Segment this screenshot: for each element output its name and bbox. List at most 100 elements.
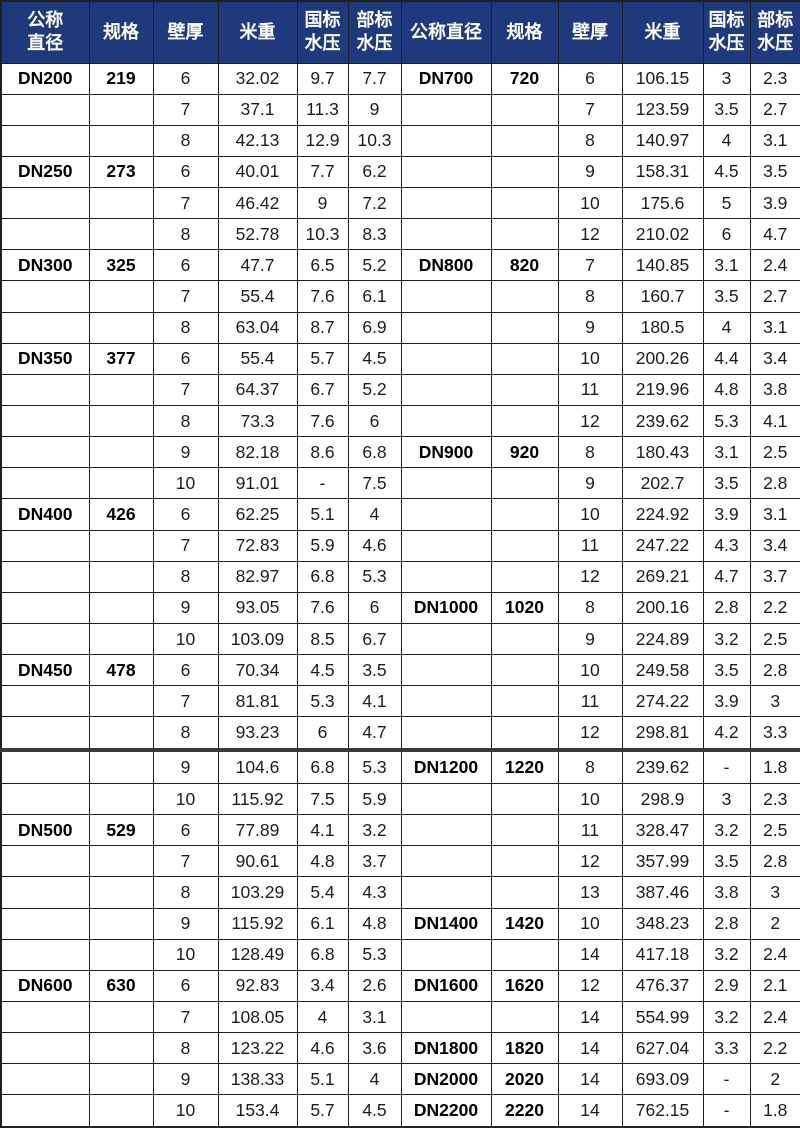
meter-weight-cell: 37.1 [217,93,298,126]
wall-thickness-cell: 14 [557,938,623,971]
spec-cell [490,529,559,562]
meter-weight-cell: 70.34 [217,654,298,687]
table-header: 公称 直径 规格 壁厚 米重 国标 水压 部标 水压 公称直径 规格 壁厚 米重… [0,0,800,64]
wall-thickness-cell: 9 [152,748,219,784]
diameter-cell: DN1200 [400,748,492,784]
wall-thickness-cell: 9 [152,907,219,940]
ministry-pressure-cell: 6 [347,405,402,438]
gb-pressure-cell: 3.2 [702,938,751,971]
spec-cell [88,405,154,438]
meter-weight-cell: 274.22 [621,685,704,718]
diameter-cell [400,405,492,438]
spec-cell: 325 [88,249,154,282]
wall-thickness-cell: 6 [152,969,219,1002]
table-row: DN400 426 6 62.25 5.1 4 10 224.92 3.9 3.1 [0,498,800,531]
gb-pressure-cell: 3.3 [702,1032,751,1065]
ministry-pressure-cell: 2.8 [749,845,800,878]
ministry-pressure-cell: 2.5 [749,436,800,469]
ministry-pressure-cell: 5.3 [347,938,402,971]
meter-weight-cell: 64.37 [217,373,298,407]
spec-cell [490,938,559,971]
gb-pressure-cell: 6.8 [296,748,349,784]
wall-thickness-cell: 12 [557,405,623,438]
ministry-pressure-cell: 2.2 [749,591,800,625]
col-header-nominal-diameter-right: 公称直径 [400,0,492,64]
meter-weight-cell: 90.61 [217,845,298,878]
gb-pressure-cell: - [702,1063,751,1096]
ministry-pressure-cell: 4.7 [749,218,800,251]
ministry-pressure-cell: 2.1 [749,969,800,1002]
gb-pressure-cell: 3.1 [702,249,751,282]
table-row: 10 103.09 8.5 6.7 9 224.89 3.2 2.5 [0,623,800,656]
wall-thickness-cell: 9 [557,311,623,344]
ministry-pressure-cell: 3 [749,685,800,718]
table-row: 8 93.23 6 4.7 12 298.81 4.2 3.3 [0,716,800,751]
diameter-cell [0,1094,90,1128]
ministry-pressure-cell: 4.5 [347,1094,402,1128]
meter-weight-cell: 123.22 [217,1032,298,1065]
diameter-cell [0,373,90,407]
ministry-pressure-cell: 4.5 [347,342,402,375]
table-row: 9 115.92 6.1 4.8 DN1400 1420 10 348.23 2.8 2 [0,907,800,940]
gb-pressure-cell: 5.3 [702,405,751,438]
wall-thickness-cell: 6 [152,814,219,847]
table-row: DN300 325 6 47.7 6.5 5.2 DN800 820 7 140.85 3.1 2.4 [0,249,800,282]
diameter-cell [0,1000,90,1034]
diameter-cell [0,436,90,469]
gb-pressure-cell: 6.1 [296,907,349,940]
spec-cell: 273 [88,155,154,189]
ministry-pressure-cell: 6 [347,591,402,625]
spec-cell [490,405,559,438]
spec-cell [88,373,154,407]
ministry-pressure-cell: 3.2 [347,814,402,847]
wall-thickness-cell: 14 [557,1063,623,1096]
meter-weight-cell: 106.15 [621,62,704,95]
spec-cell [490,782,559,816]
diameter-cell [0,623,90,656]
gb-pressure-cell: 7.6 [296,405,349,438]
diameter-cell [400,311,492,344]
meter-weight-cell: 47.7 [217,249,298,282]
diameter-cell [0,187,90,220]
diameter-cell: DN250 [0,155,90,189]
gb-pressure-cell: 8.6 [296,436,349,469]
gb-pressure-cell: 8.5 [296,623,349,656]
gb-pressure-cell: 3.2 [702,623,751,656]
diameter-cell: DN600 [0,969,90,1002]
gb-pressure-cell: 4 [296,1000,349,1034]
table-row: DN250 273 6 40.01 7.7 6.2 9 158.31 4.5 3.5 [0,155,800,189]
wall-thickness-cell: 6 [152,342,219,375]
spec-cell [88,591,154,625]
diameter-cell [0,124,90,157]
meter-weight-cell: 42.13 [217,124,298,157]
ministry-pressure-cell: 3.3 [749,716,800,751]
spec-cell: 1620 [490,969,559,1002]
ministry-pressure-cell: 6.1 [347,280,402,313]
col-header-ministry-pressure-left: 部标 水压 [347,0,402,64]
spec-cell [88,845,154,878]
meter-weight-cell: 160.7 [621,280,704,313]
gb-pressure-cell: 4.6 [296,1032,349,1065]
ministry-pressure-cell: 2.8 [749,467,800,500]
wall-thickness-cell: 11 [557,529,623,562]
ministry-pressure-cell: 7.2 [347,187,402,220]
spec-cell [88,124,154,157]
wall-thickness-cell: 6 [152,62,219,95]
diameter-cell [0,467,90,500]
wall-thickness-cell: 11 [557,685,623,718]
gb-pressure-cell: 2.8 [702,907,751,940]
wall-thickness-cell: 8 [152,311,219,344]
wall-thickness-cell: 7 [152,93,219,126]
spec-cell: 529 [88,814,154,847]
gb-pressure-cell: 4.7 [702,560,751,593]
table-row: 8 123.22 4.6 3.6 DN1800 1820 14 627.04 3.3 2.2 [0,1032,800,1065]
ministry-pressure-cell: 7.5 [347,467,402,500]
diameter-cell [400,782,492,816]
wall-thickness-cell: 11 [557,814,623,847]
meter-weight-cell: 224.92 [621,498,704,531]
spec-cell: 426 [88,498,154,531]
wall-thickness-cell: 8 [557,591,623,625]
gb-pressure-cell: 7.7 [296,155,349,189]
ministry-pressure-cell: 3.4 [749,529,800,562]
diameter-cell: DN500 [0,814,90,847]
